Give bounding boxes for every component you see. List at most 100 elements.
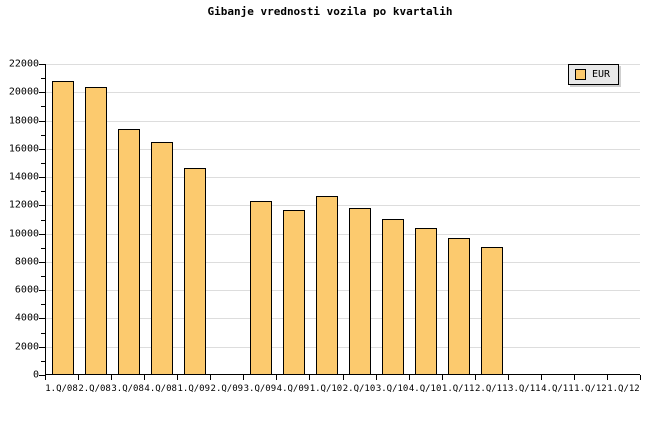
y-axis-minor-tick [41, 219, 45, 221]
x-axis-tick-label: 2.Q/09 [210, 384, 244, 394]
y-axis-tick [39, 290, 45, 292]
bar[interactable] [415, 227, 438, 375]
x-axis-tick [441, 375, 443, 380]
x-axis-tick [243, 375, 245, 380]
x-axis-tick-label: 4.Q/10 [408, 384, 442, 394]
x-axis-tick [540, 375, 542, 380]
bar[interactable] [249, 201, 272, 375]
gridline [46, 346, 640, 348]
x-axis-tick-label: 1.Q/10 [309, 384, 343, 394]
x-axis-tick-label: 3.Q/10 [375, 384, 409, 394]
y-axis-tick-label: 4000 [14, 312, 39, 324]
x-axis-tick-label: 1.Q/11 [441, 384, 475, 394]
chart-legend[interactable]: EUR [568, 64, 620, 85]
y-axis-tick [39, 177, 45, 179]
x-axis-tick [408, 375, 410, 380]
y-axis-tick-label: 2000 [14, 341, 39, 353]
bar[interactable] [183, 167, 206, 375]
y-axis-minor-tick [41, 162, 45, 164]
x-axis-tick-label: 1.Q/09 [177, 384, 211, 394]
gridline [46, 177, 640, 179]
gridline [46, 233, 640, 235]
y-axis-minor-tick [41, 360, 45, 362]
x-axis-tick-label: 1.Q/08 [45, 384, 78, 394]
x-axis-tick [210, 375, 212, 380]
x-axis-tick [309, 375, 311, 380]
bar[interactable] [448, 237, 471, 375]
x-axis-tick [45, 375, 46, 380]
legend-label-eur: EUR [592, 69, 611, 80]
y-axis-tick [39, 205, 45, 207]
x-axis-tick [640, 375, 641, 380]
y-axis-tick-label: 6000 [14, 284, 39, 296]
x-axis-tick-label: 1.Q/12 [607, 384, 640, 394]
y-axis-tick [39, 148, 45, 150]
y-axis-minor-tick [41, 106, 45, 108]
x-axis-tick-label: 4.Q/09 [276, 384, 310, 394]
y-axis-tick-label: 16000 [8, 143, 39, 155]
bar[interactable] [117, 129, 140, 375]
x-axis-tick [474, 375, 476, 380]
bar[interactable] [282, 209, 305, 375]
y-axis-tick [39, 233, 45, 235]
x-axis-tick-label: 3.Q/08 [111, 384, 144, 394]
y-axis-tick [39, 375, 45, 376]
x-axis-tick-label: 4.Q/11 [541, 384, 574, 394]
x-axis-tick [606, 375, 608, 380]
bar[interactable] [84, 86, 107, 375]
gridline [46, 205, 640, 207]
y-axis-minor-tick [41, 247, 45, 249]
y-axis-tick-label: 0 [32, 369, 39, 381]
x-axis-tick [78, 375, 80, 380]
x-axis-tick-label: 2.Q/11 [474, 384, 508, 394]
y-axis-tick-label: 8000 [14, 256, 39, 268]
x-axis-tick [507, 375, 509, 380]
bar[interactable] [349, 208, 372, 375]
y-axis-tick [39, 120, 45, 122]
y-axis-minor-tick [41, 276, 45, 278]
gridline [46, 261, 640, 263]
y-axis-tick-label: 14000 [8, 171, 39, 183]
x-axis-tick [111, 375, 113, 380]
chart-title: Gibanje vrednosti vozila po kvartalih [207, 5, 453, 18]
gridline [46, 290, 640, 292]
x-axis-tick [276, 375, 278, 380]
y-axis-tick-label: 22000 [8, 58, 39, 70]
x-axis-tick [573, 375, 575, 380]
bar[interactable] [150, 142, 173, 375]
y-axis-tick-label: 18000 [8, 115, 39, 127]
x-axis-tick-label: 1.Q/12 [574, 384, 607, 394]
y-axis-tick [39, 64, 45, 65]
bar[interactable] [382, 218, 405, 375]
legend-swatch-eur [575, 69, 586, 80]
y-axis-tick-label: 12000 [8, 199, 39, 211]
gridline [46, 148, 640, 150]
x-axis-tick-label: 2.Q/10 [342, 384, 376, 394]
x-axis-tick [177, 375, 179, 380]
bar[interactable] [315, 196, 338, 375]
bar[interactable] [481, 246, 504, 375]
y-axis-minor-tick [41, 191, 45, 193]
y-axis-minor-tick [41, 304, 45, 306]
x-axis-tick [342, 375, 344, 380]
x-axis-tick [375, 375, 377, 380]
y-axis-minor-tick [41, 134, 45, 136]
gridline [46, 64, 640, 65]
y-axis-minor-tick [41, 332, 45, 334]
x-axis-tick-label: 4.Q/08 [144, 384, 177, 394]
y-axis-tick [39, 346, 45, 348]
x-axis-tick-label: 2.Q/08 [78, 384, 111, 394]
x-axis-tick [144, 375, 146, 380]
plot-area [45, 64, 640, 375]
x-axis-tick-label: 3.Q/09 [243, 384, 277, 394]
gridline [46, 120, 640, 122]
x-axis-tick-label: 3.Q/11 [508, 384, 541, 394]
y-axis-tick [39, 261, 45, 263]
y-axis-tick-label: 10000 [8, 228, 39, 240]
gridline [46, 92, 640, 94]
y-axis-tick-label: 20000 [8, 86, 39, 98]
gridline [46, 318, 640, 320]
y-axis-minor-tick [41, 78, 45, 80]
bar[interactable] [51, 80, 74, 375]
